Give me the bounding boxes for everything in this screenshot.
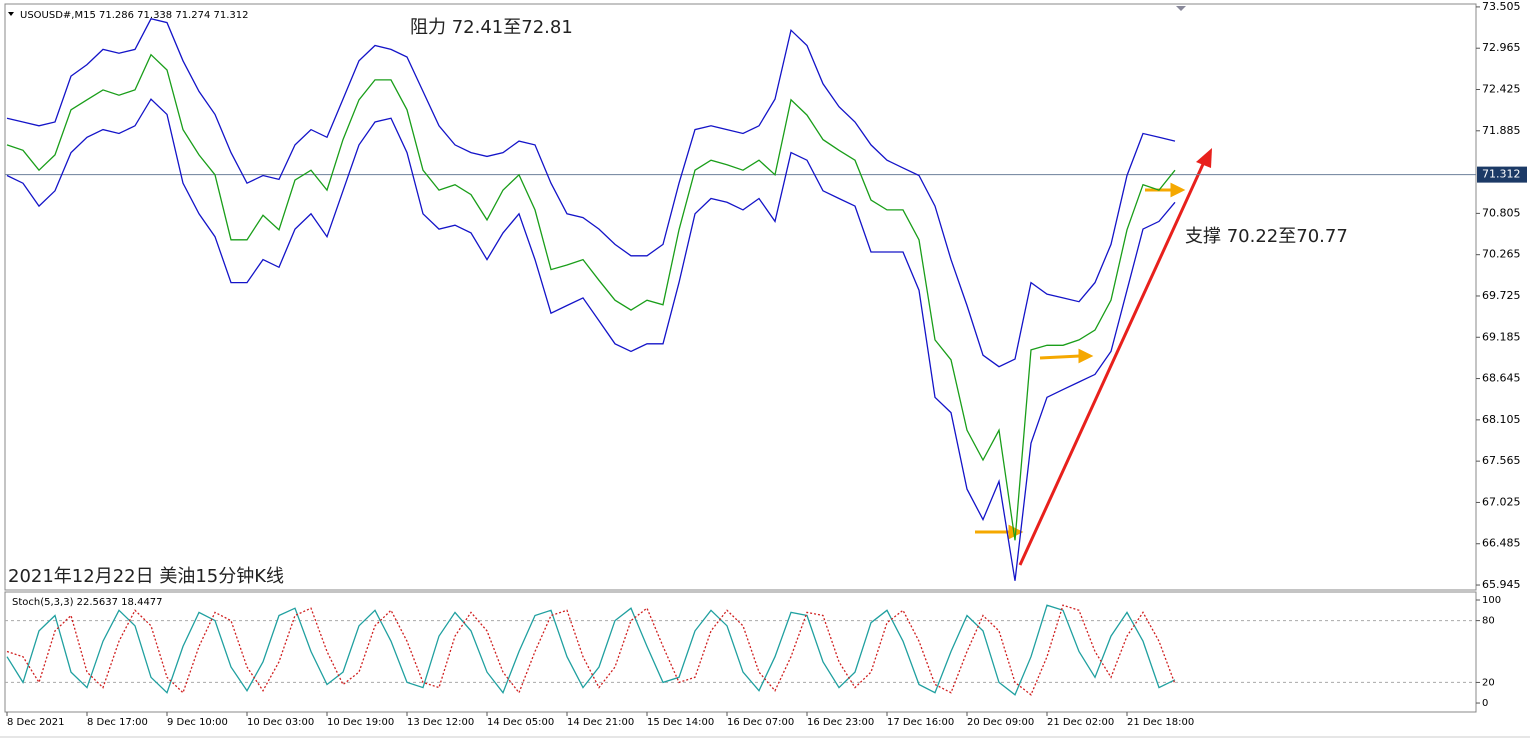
x-tick-label: 8 Dec 2021 (7, 717, 65, 728)
x-tick-label: 14 Dec 05:00 (487, 717, 554, 728)
y-tick-label: 0 (1482, 698, 1488, 709)
x-tick-label: 8 Dec 17:00 (87, 717, 148, 728)
main-frame (4, 3, 1477, 591)
y-tick-label: 66.485 (1482, 537, 1521, 550)
y-tick-label: 70.805 (1482, 206, 1521, 219)
y-tick-label: 68.105 (1482, 413, 1521, 426)
price-label: 71.312 (1482, 168, 1521, 181)
y-tick-label: 20 (1482, 677, 1495, 688)
trend-arrow (1018, 161, 1206, 566)
annotation: 支撑 70.22至70.77 (1185, 226, 1348, 247)
x-tick-label: 20 Dec 09:00 (967, 717, 1034, 728)
y-tick-label: 67.565 (1482, 454, 1521, 467)
y-tick-label: 80 (1482, 616, 1495, 627)
series-line (6, 53, 1176, 541)
trend-arrow-head (1196, 148, 1212, 168)
series-line (6, 18, 1176, 368)
x-tick-label: 16 Dec 23:00 (807, 717, 874, 728)
price-box (1477, 166, 1527, 183)
y-tick-label: 73.505 (1482, 0, 1521, 13)
x-tick-label: 15 Dec 14:00 (647, 717, 714, 728)
menu-icon (8, 12, 14, 16)
x-tick-label: 21 Dec 18:00 (1127, 717, 1194, 728)
stoch-frame (4, 591, 1477, 713)
x-tick-label: 10 Dec 19:00 (327, 717, 394, 728)
annotation: 阻力 72.41至72.81 (410, 17, 573, 38)
y-tick-label: 69.185 (1482, 330, 1521, 343)
stoch-header: Stoch(5,3,3) 22.5637 18.4477 (12, 597, 163, 608)
y-tick-label: 65.945 (1482, 578, 1521, 591)
y-tick-label: 72.965 (1482, 41, 1521, 54)
y-tick-label: 70.265 (1482, 248, 1521, 261)
series-line (6, 98, 1176, 581)
y-tick-label: 72.425 (1482, 83, 1521, 96)
annotation: 2021年12月22日 美油15分钟K线 (8, 566, 284, 587)
x-tick-label: 17 Dec 16:00 (887, 717, 954, 728)
y-tick-label: 67.025 (1482, 495, 1521, 508)
x-tick-label: 16 Dec 07:00 (727, 717, 794, 728)
x-tick-label: 14 Dec 21:00 (567, 717, 634, 728)
x-tick-label: 21 Dec 02:00 (1047, 717, 1114, 728)
y-tick-label: 69.725 (1482, 289, 1521, 302)
y-tick-label: 100 (1482, 595, 1501, 606)
series-line (6, 604, 1176, 696)
x-tick-label: 13 Dec 12:00 (407, 717, 474, 728)
shift-marker (1176, 6, 1186, 11)
support-arrows (975, 182, 1186, 540)
x-tick-label: 9 Dec 10:00 (167, 717, 228, 728)
y-tick-label: 68.645 (1482, 372, 1521, 385)
y-tick-label: 71.885 (1482, 124, 1521, 137)
symbol-header: USOUSD#,M15 71.286 71.338 71.274 71.312 (20, 10, 249, 21)
x-tick-label: 10 Dec 03:00 (247, 717, 314, 728)
series-line (6, 604, 1176, 696)
